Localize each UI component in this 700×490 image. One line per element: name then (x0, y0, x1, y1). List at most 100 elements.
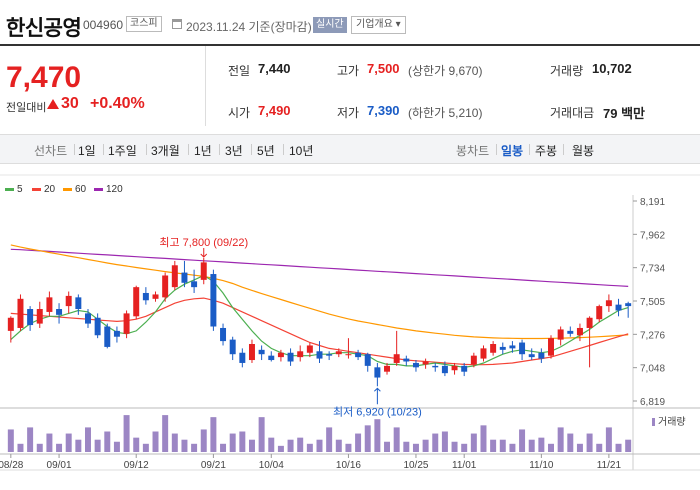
candle-body (557, 329, 564, 340)
candle-body (152, 294, 159, 299)
period-3m[interactable]: 3개월 (151, 144, 180, 158)
max-price-label: 최고 7,800 (09/22) (159, 236, 248, 249)
volume-bar (412, 443, 419, 452)
volume-bar (56, 443, 63, 452)
line-chart-label[interactable]: 선차트 (34, 144, 68, 158)
volume-bar (615, 443, 622, 452)
company-info-dropdown[interactable]: 기업개요 ▾ (351, 16, 406, 34)
candle-body (7, 317, 14, 331)
volume-bar (470, 433, 477, 452)
y-tick-label: 7,048 (640, 364, 665, 375)
candle-body (412, 362, 419, 368)
x-tick-label: 11/21 (597, 460, 622, 471)
current-price: 7,470 (6, 61, 82, 94)
candle-chart-label[interactable]: 봉차트 (456, 144, 490, 158)
volume-bar (7, 429, 14, 452)
volume-bar (567, 433, 574, 452)
toolbar-sep (74, 144, 75, 155)
volume-bar (297, 437, 304, 452)
low-value: 7,390 (367, 103, 400, 118)
volume-bar (27, 427, 34, 452)
volume-bar (104, 431, 111, 452)
toolbar-sep (219, 144, 220, 155)
candle-body (403, 358, 410, 362)
period-3y[interactable]: 3년 (225, 144, 243, 158)
min-arrow-icon (374, 387, 381, 405)
max-arrow-icon (200, 247, 208, 258)
amount-label: 거래대금 (550, 106, 595, 120)
y-tick-label: 7,962 (640, 230, 665, 241)
volume-bar (65, 433, 72, 452)
stock-header: 한신공영 004960 코스피 2023.11.24 기준(장마감) 실시간 기… (0, 0, 700, 44)
candle-body (326, 354, 333, 356)
volume-bar (528, 439, 535, 452)
candle-body (345, 354, 352, 356)
volume-bar (239, 431, 246, 452)
x-tick-label: 08/28 (0, 460, 24, 471)
period-1y[interactable]: 1년 (194, 144, 212, 158)
volume-legend-swatch (652, 418, 655, 426)
candle-body (56, 309, 63, 315)
volume-bar (316, 439, 323, 452)
volume-bar (384, 441, 391, 452)
volume-bar (364, 425, 371, 452)
candle-body (393, 354, 400, 363)
candle-body (470, 355, 477, 365)
lower-limit: (하한가 5,210) (408, 106, 483, 120)
volume-bar (326, 427, 333, 452)
candle-body (528, 354, 535, 358)
legend-ma20: 20 (32, 184, 55, 195)
realtime-button[interactable]: 실시간 (313, 17, 347, 33)
toolbar-sep (251, 144, 252, 155)
candle-daily[interactable]: 일봉 (501, 144, 524, 158)
prev-close-label: 전일 (228, 64, 251, 78)
legend-ma120: 120 (94, 184, 123, 195)
candle-body (605, 300, 612, 307)
volume-bar (85, 427, 91, 452)
volume-bar (142, 443, 149, 452)
volume-bar (548, 443, 554, 452)
candle-monthly[interactable]: 월봉 (572, 144, 595, 158)
candle-body (162, 275, 169, 298)
volume-value: 10,702 (592, 61, 632, 76)
volume-bar (422, 439, 429, 452)
volume-bar (133, 437, 140, 452)
volume-bar (374, 419, 381, 452)
volume-bar (480, 425, 487, 452)
toolbar-sep (529, 144, 530, 155)
stock-name[interactable]: 한신공영 (6, 17, 82, 40)
candle-body (220, 327, 227, 342)
volume-bar (152, 431, 159, 452)
volume-bar (557, 427, 564, 452)
period-10y[interactable]: 10년 (289, 144, 314, 158)
period-1w[interactable]: 1주일 (108, 144, 137, 158)
y-tick-label: 8,191 (640, 197, 665, 208)
up-triangle-icon (47, 99, 59, 109)
candle-body (268, 355, 275, 361)
candle-body (36, 309, 43, 324)
candle-body (499, 346, 506, 350)
volume-bar (268, 437, 275, 452)
period-5y[interactable]: 5년 (257, 144, 275, 158)
candle-body (17, 298, 24, 328)
candle-body (374, 367, 381, 378)
candle-body (316, 351, 323, 359)
volume-legend-label: 거래량 (658, 416, 686, 428)
candle-body (615, 304, 622, 311)
candle-body (451, 365, 458, 371)
period-1d[interactable]: 1일 (78, 144, 96, 158)
candle-body (200, 262, 207, 280)
base-date: 2023.11.24 기준(장마감) (186, 20, 312, 34)
candle-weekly[interactable]: 주봉 (535, 144, 558, 158)
volume-bar (461, 443, 468, 452)
volume-bar (200, 429, 207, 452)
candle-body (191, 281, 198, 288)
open-value: 7,490 (258, 103, 291, 118)
volume-bar (576, 443, 583, 452)
candle-body (65, 295, 72, 307)
volume-bar (432, 433, 439, 452)
toolbar-sep (496, 144, 497, 155)
volume-bar (586, 433, 593, 452)
volume-bar (210, 417, 217, 452)
